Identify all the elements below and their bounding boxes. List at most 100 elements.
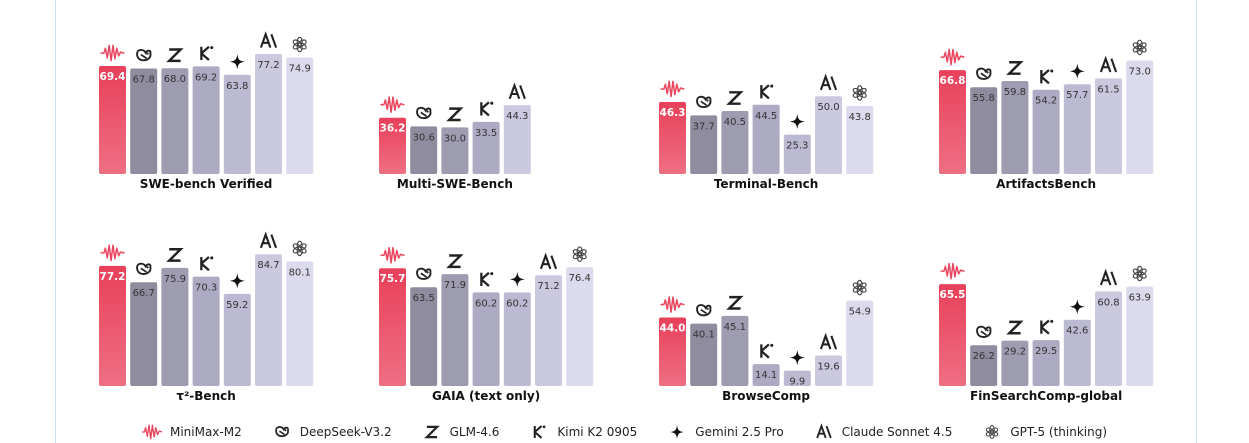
minimax-icon — [940, 262, 965, 280]
kimi-icon — [760, 343, 774, 359]
bar-claude-sonnet-4-5 — [535, 275, 562, 386]
deepseek-icon — [416, 106, 432, 120]
openai-icon — [572, 246, 587, 262]
bar-value-label: 26.2 — [973, 351, 995, 362]
bar-kimi-k2-0905 — [752, 364, 780, 386]
openai-icon — [292, 240, 307, 257]
bar-glm-4-6 — [721, 315, 749, 386]
chart-browsecomp: 44.0 40.1 45.1 14.1 9.9 19.6 54.9 BrowseComp — [659, 279, 874, 403]
kimi-icon — [1040, 319, 1054, 335]
minimax-icon — [940, 48, 965, 66]
bar-value-label: 67.8 — [133, 75, 155, 86]
openai-icon — [986, 425, 999, 439]
legend-label: Kimi K2 0905 — [557, 425, 638, 439]
bar-value-label: 40.1 — [693, 330, 715, 341]
chart-title: FinSearchComp-global — [970, 389, 1122, 403]
legend-label: GLM-4.6 — [449, 425, 500, 439]
deepseek-icon — [274, 426, 289, 438]
kimi-icon — [480, 271, 494, 287]
bar-gpt-5-thinking — [1126, 60, 1154, 174]
bar-glm-4-6 — [1001, 80, 1029, 174]
bar-glm-4-6 — [441, 127, 469, 174]
minimax-icon — [660, 80, 685, 98]
legend: MiniMax-M2 DeepSeek-V3.2 GLM-4.6 Kimi K2 09… — [0, 421, 1249, 443]
bar-value-label: 19.6 — [817, 362, 839, 373]
bar-gpt-5-thinking — [846, 300, 874, 386]
bar-deepseek-v3-2 — [410, 287, 438, 386]
chart-gaia-text-only: 75.7 63.5 71.9 60.2 60.2 71.2 76.4 GAIA (text o… — [379, 246, 594, 403]
bar-value-label: 66.7 — [133, 288, 155, 299]
claude-icon — [259, 31, 278, 48]
bar-deepseek-v3-2 — [690, 115, 718, 174]
bar-value-label: 70.3 — [195, 283, 217, 294]
bar-minimax-m2 — [99, 265, 126, 386]
gemini-icon — [229, 54, 245, 70]
chart-swe-bench-verified: 69.4 67.8 68.0 69.2 63.8 77.2 74.9 SWE-bench Ve… — [99, 31, 314, 191]
gemini-icon — [789, 114, 805, 130]
bar-kimi-k2-0905 — [1032, 340, 1060, 386]
bar-value-label: 61.5 — [1097, 84, 1119, 95]
deepseek-icon — [416, 267, 432, 280]
deepseek-icon — [136, 262, 152, 275]
bar-deepseek-v3-2 — [690, 323, 718, 386]
bar-value-label: 76.4 — [569, 273, 591, 284]
frame-left-border — [55, 0, 56, 443]
legend-label: MiniMax-M2 — [169, 425, 242, 439]
chart-finsearchcomp-global: 65.5 26.2 29.2 29.5 42.6 60.8 63.9 FinSearchCom… — [939, 262, 1154, 403]
bar-kimi-k2-0905 — [192, 276, 220, 386]
bar-value-label: 73.0 — [1129, 66, 1151, 77]
bar-value-label: 55.8 — [973, 93, 995, 104]
legend-item-kimi-k2-0905: Kimi K2 0905 — [529, 423, 637, 441]
glm-icon — [446, 107, 464, 122]
bar-minimax-m2 — [939, 70, 966, 174]
kimi-icon — [200, 256, 214, 272]
bar-value-label: 40.5 — [724, 117, 746, 128]
bar-deepseek-v3-2 — [130, 68, 158, 174]
bar-value-label: 50.0 — [817, 102, 839, 113]
bar-value-label: 68.0 — [164, 74, 186, 85]
legend-item-deepseek-v3-2: DeepSeek-V3.2 — [272, 423, 392, 441]
bar-value-label: 44.0 — [660, 323, 686, 335]
bar-value-label: 37.7 — [693, 121, 715, 132]
bar-value-label: 33.5 — [475, 128, 497, 139]
bar-value-label: 29.2 — [1004, 347, 1026, 358]
deepseek-icon — [696, 95, 712, 109]
glm-icon — [726, 295, 744, 310]
bar-value-label: 75.9 — [164, 274, 186, 285]
bar-gemini-2-5-pro — [223, 74, 251, 174]
chart-bench: 77.2 66.7 75.9 70.3 59.2 84.7 80.1 τ²-Bench — [99, 231, 314, 403]
bar-value-label: 42.6 — [1066, 326, 1088, 337]
bar-claude-sonnet-4-5 — [255, 53, 282, 174]
bar-value-label: 71.2 — [537, 281, 559, 292]
kimi-icon — [760, 84, 774, 100]
bar-value-label: 69.2 — [195, 72, 217, 83]
bar-minimax-m2 — [659, 101, 686, 174]
chart-artifactsbench: 66.8 55.8 59.8 54.2 57.7 61.5 73.0 ArtifactsBen… — [939, 39, 1154, 191]
legend-item-gemini-2-5-pro: Gemini 2.5 Pro — [667, 423, 784, 441]
bar-minimax-m2 — [379, 268, 406, 386]
claude-icon — [819, 73, 838, 91]
gemini-icon — [670, 425, 685, 439]
minimax-icon — [380, 246, 405, 264]
bar-value-label: 9.9 — [789, 377, 805, 388]
bar-value-label: 44.5 — [755, 111, 777, 122]
bar-value-label: 30.6 — [413, 132, 435, 143]
gemini-icon — [1069, 299, 1085, 315]
openai-icon — [1132, 39, 1147, 56]
glm-icon — [1006, 320, 1024, 335]
bar-value-label: 74.9 — [289, 63, 311, 74]
bar-glm-4-6 — [161, 68, 189, 174]
bar-value-label: 77.2 — [257, 60, 279, 71]
glm-icon — [446, 254, 464, 269]
bar-value-label: 29.5 — [1035, 346, 1057, 357]
legend-item-gpt-5-thinking: GPT-5 (thinking) — [982, 423, 1107, 441]
bar-value-label: 45.1 — [724, 322, 746, 333]
bar-gpt-5-thinking — [1126, 286, 1154, 386]
bar-value-label: 75.7 — [380, 273, 406, 285]
bar-gemini-2-5-pro — [503, 292, 531, 386]
claude-icon — [816, 423, 832, 439]
bar-kimi-k2-0905 — [752, 104, 780, 174]
gemini-icon — [509, 271, 525, 287]
minimax-icon — [380, 96, 405, 114]
bar-value-label: 66.8 — [940, 75, 966, 87]
